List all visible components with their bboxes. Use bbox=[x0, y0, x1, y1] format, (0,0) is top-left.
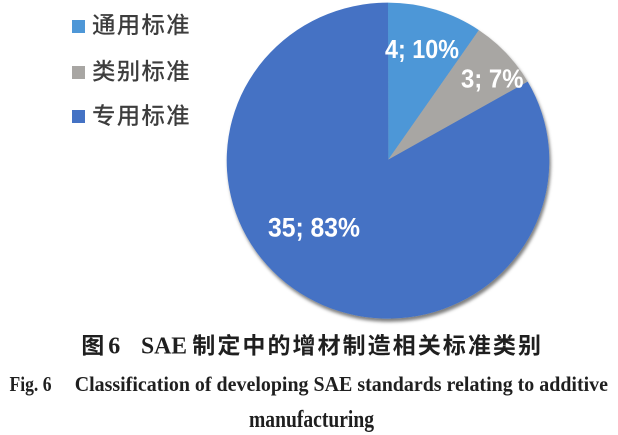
svg-text:SAE: SAE bbox=[141, 334, 187, 360]
svg-text:manufacturing: manufacturing bbox=[249, 406, 375, 433]
svg-text:3; 7%: 3; 7% bbox=[461, 63, 524, 93]
svg-text:35; 83%: 35; 83% bbox=[268, 213, 360, 243]
svg-text:Classification of developing S: Classification of developing SAE standar… bbox=[75, 372, 608, 396]
svg-text:Fig. 6: Fig. 6 bbox=[10, 372, 52, 396]
svg-text:4; 10%: 4; 10% bbox=[385, 34, 459, 64]
svg-text:6: 6 bbox=[108, 334, 120, 360]
